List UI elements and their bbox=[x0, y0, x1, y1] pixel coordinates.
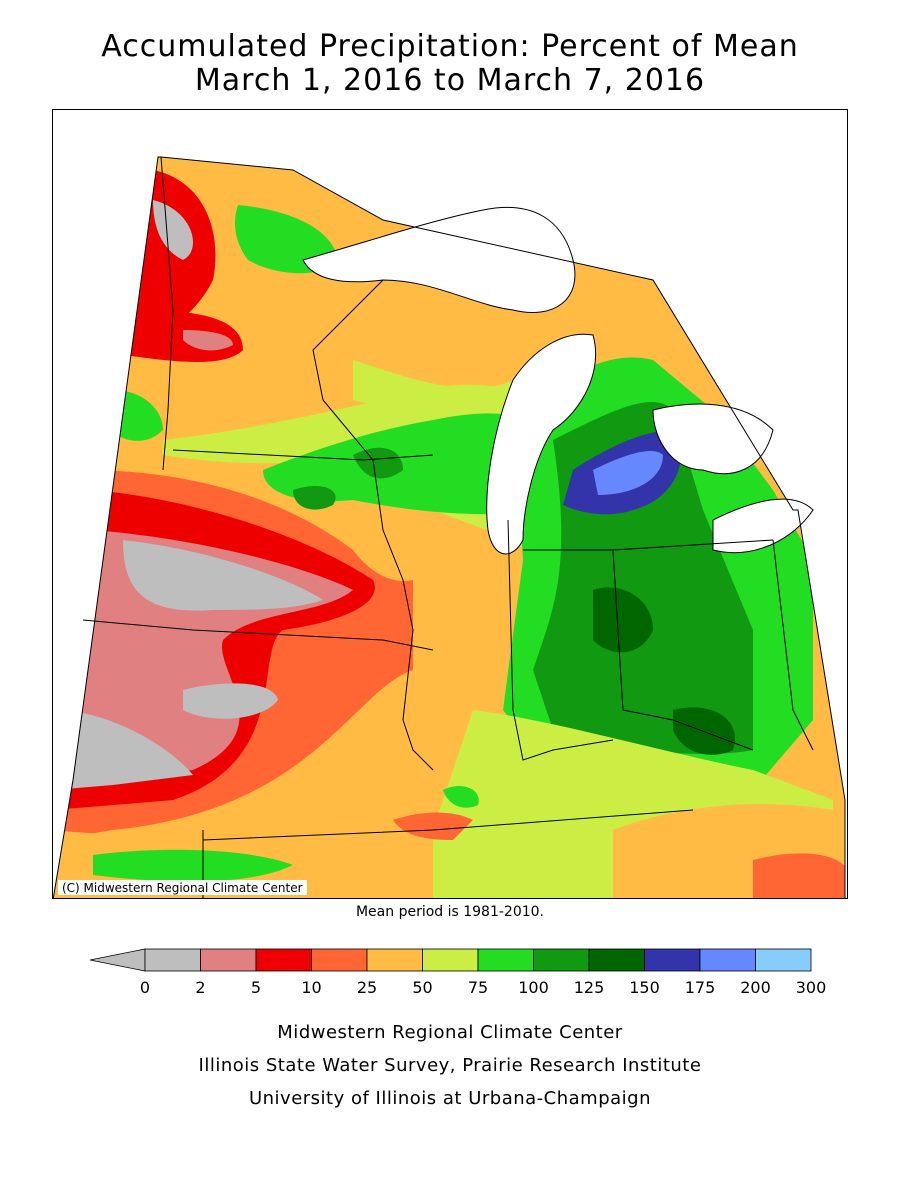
legend-label: 100 bbox=[518, 978, 549, 997]
legend-swatch bbox=[255, 948, 312, 972]
legend-swatch bbox=[588, 948, 645, 972]
great-lakes bbox=[163, 110, 847, 555]
legend-swatch bbox=[311, 948, 368, 972]
legend-arrow bbox=[89, 948, 146, 972]
legend-label: 75 bbox=[467, 978, 489, 997]
legend-swatch bbox=[366, 948, 423, 972]
credit-line-3: University of Illinois at Urbana-Champai… bbox=[248, 1088, 652, 1109]
region-outline bbox=[53, 156, 846, 898]
legend-label: 300 bbox=[795, 978, 827, 997]
precipitation-map: (C) Midwestern Regional Climate Center bbox=[52, 109, 848, 899]
credit-line-1: Midwestern Regional Climate Center bbox=[277, 1022, 623, 1043]
credit-line-2: Illinois State Water Survey, Prairie Res… bbox=[198, 1055, 702, 1076]
legend-label: 10 bbox=[301, 978, 322, 997]
legend-color-bar bbox=[89, 948, 812, 972]
legend-label: 125 bbox=[573, 978, 605, 997]
map-title: Accumulated Precipitation: Percent of Me… bbox=[101, 29, 799, 64]
legend-swatch bbox=[533, 948, 590, 972]
color-legend: 0 2 5 10 25 50 75 100 125 150 175 200 300 bbox=[88, 946, 828, 1006]
legend-label: 0 bbox=[139, 978, 151, 997]
map-date-range: March 1, 2016 to March 7, 2016 bbox=[194, 63, 706, 98]
legend-swatch bbox=[699, 948, 756, 972]
legend-label: 25 bbox=[356, 978, 378, 997]
legend-label: 150 bbox=[629, 978, 660, 997]
legend-label: 2 bbox=[195, 978, 206, 997]
state-borders bbox=[82, 156, 814, 898]
precipitation-map-graphic bbox=[53, 110, 847, 898]
legend-swatch bbox=[200, 948, 257, 972]
mean-period-note: Mean period is 1981-2010. bbox=[355, 904, 545, 920]
legend-swatch bbox=[477, 948, 534, 972]
legend-label: 50 bbox=[412, 978, 433, 997]
legend-swatch bbox=[755, 948, 812, 972]
legend-swatch bbox=[422, 948, 479, 972]
legend-swatch bbox=[644, 948, 701, 972]
legend-swatch bbox=[144, 948, 201, 972]
copyright-label: (C) Midwestern Regional Climate Center bbox=[58, 880, 307, 895]
legend-label: 175 bbox=[684, 978, 716, 997]
legend-label: 200 bbox=[740, 978, 771, 997]
legend-label: 5 bbox=[250, 978, 262, 997]
